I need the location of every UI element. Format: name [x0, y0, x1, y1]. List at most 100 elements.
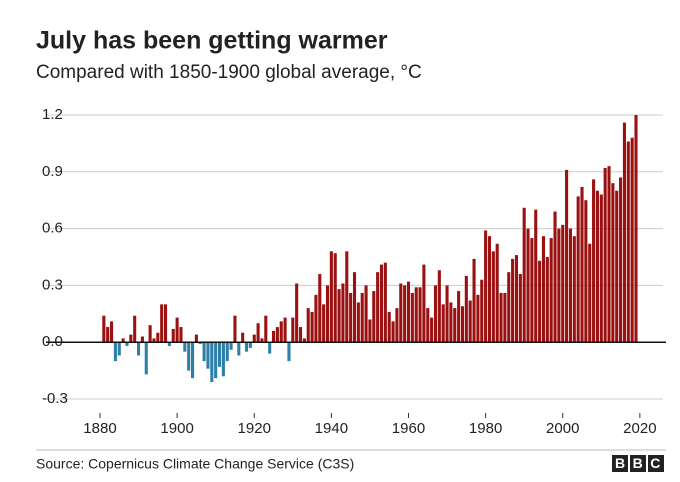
bar	[248, 342, 252, 348]
bar	[341, 283, 345, 343]
bar	[592, 179, 596, 343]
bar	[499, 292, 503, 343]
bar	[164, 304, 168, 343]
bar	[595, 190, 599, 343]
bar	[403, 285, 407, 343]
bar	[121, 338, 125, 343]
bar	[318, 274, 322, 343]
bar	[283, 317, 287, 343]
logo-box	[630, 455, 646, 472]
bar	[113, 342, 117, 362]
bar	[507, 272, 511, 343]
x-tick-label: 1960	[392, 420, 425, 437]
bar	[241, 332, 245, 343]
bar	[129, 334, 133, 343]
bar	[295, 283, 299, 343]
bar	[106, 327, 110, 343]
bar	[244, 342, 249, 352]
bar	[137, 342, 141, 356]
bar	[379, 264, 384, 343]
bar	[190, 342, 195, 379]
bar	[549, 238, 553, 343]
bar	[279, 321, 283, 343]
logo-box	[648, 455, 664, 472]
bar	[445, 285, 449, 343]
bar	[534, 209, 538, 343]
bar	[391, 321, 395, 343]
bar	[167, 342, 171, 346]
bar	[607, 166, 611, 343]
bar	[368, 319, 372, 343]
bar	[630, 137, 634, 343]
bar	[287, 342, 291, 362]
bar	[325, 285, 330, 343]
bar	[252, 334, 256, 343]
bar	[449, 302, 453, 343]
bar	[588, 243, 592, 343]
bar	[514, 255, 519, 343]
bar	[634, 115, 638, 343]
x-tick-label: 2020	[623, 420, 656, 437]
bar	[175, 317, 179, 343]
bar	[422, 264, 426, 343]
chart-title: July has been getting warmer	[36, 27, 388, 55]
bar	[237, 342, 241, 356]
bar	[198, 342, 202, 345]
x-tick-label: 1880	[83, 420, 116, 437]
x-tick-label: 1900	[160, 420, 193, 437]
bar	[268, 342, 272, 354]
bar	[395, 308, 399, 343]
bar	[557, 228, 561, 343]
bar	[349, 292, 353, 343]
bar	[206, 342, 210, 369]
bar	[603, 168, 607, 343]
bar	[453, 308, 457, 343]
bar	[576, 196, 580, 343]
bar	[364, 285, 368, 343]
bar	[599, 194, 603, 343]
bar	[426, 308, 430, 343]
bar	[187, 342, 191, 371]
bar	[183, 342, 187, 352]
x-tick-label: 1920	[238, 420, 271, 437]
bar	[538, 260, 542, 343]
bar	[352, 272, 357, 343]
bar	[383, 262, 387, 343]
bar	[565, 169, 569, 343]
bar	[584, 200, 588, 343]
bar	[133, 315, 137, 343]
bar	[256, 323, 260, 343]
bar	[144, 342, 148, 375]
y-tick-label: 0.6	[42, 220, 63, 237]
bar	[495, 243, 499, 343]
bar	[140, 336, 144, 343]
bar	[217, 342, 222, 367]
bar	[110, 321, 114, 343]
bar	[615, 190, 619, 343]
bar	[333, 253, 337, 343]
bar	[310, 311, 314, 343]
source: Source: Copernicus Climate Change Servic…	[36, 456, 354, 472]
logo: BBC	[612, 455, 668, 472]
bar	[387, 311, 391, 343]
logo-text: BBC	[615, 455, 668, 471]
x-tick-label: 1940	[315, 420, 348, 437]
bar	[399, 283, 403, 343]
bar	[511, 258, 515, 343]
bar	[437, 270, 441, 343]
bar	[572, 236, 576, 343]
bar	[487, 236, 492, 343]
bar	[561, 224, 565, 343]
bar	[611, 183, 615, 343]
bar	[233, 315, 237, 343]
bar	[275, 327, 279, 343]
bar	[476, 294, 480, 343]
bar	[468, 300, 472, 343]
bar	[430, 317, 434, 343]
logo-box	[612, 455, 628, 472]
bar	[491, 251, 495, 343]
bar	[619, 177, 623, 343]
bar	[329, 251, 333, 343]
bar	[376, 272, 380, 343]
